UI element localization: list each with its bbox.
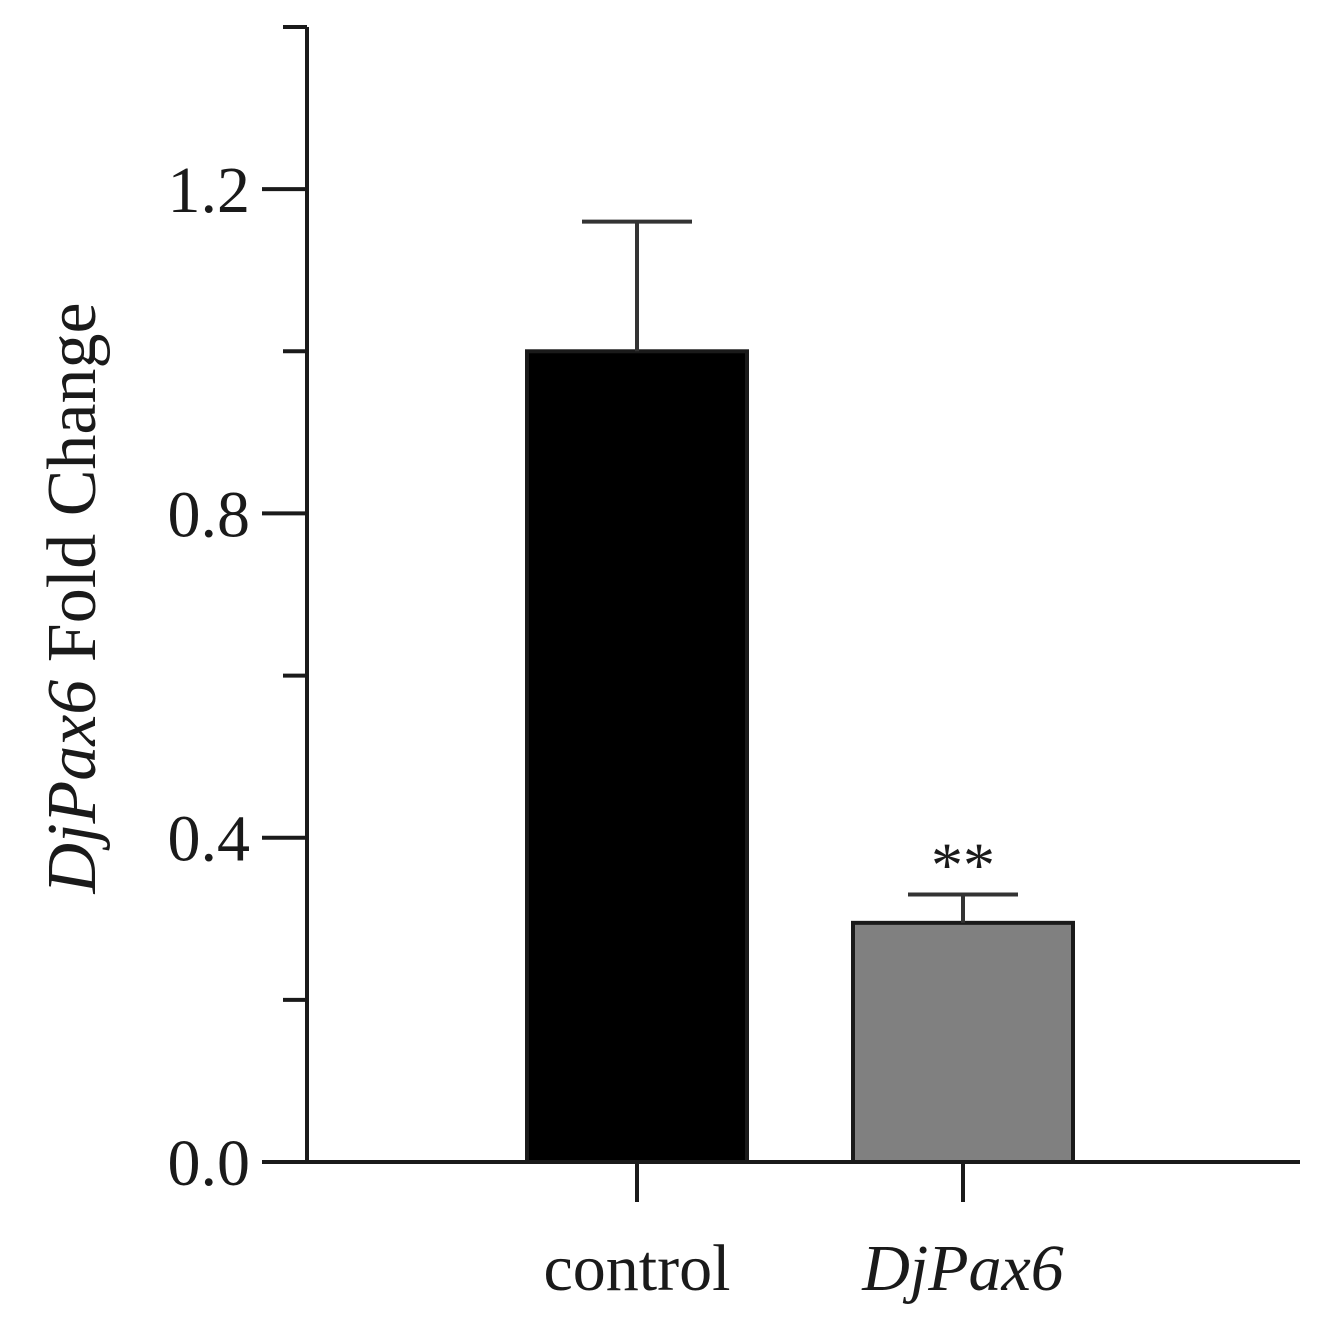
y-tick-label: 1.2: [168, 154, 251, 227]
x-tick-label: DjPax6: [861, 1232, 1064, 1305]
y-axis-title: DjPax6 Fold Change: [34, 302, 111, 894]
bar: [525, 349, 749, 1164]
y-tick-label: 0.0: [168, 1127, 251, 1200]
significance-marker: **: [931, 829, 995, 900]
svg-text:DjPax6 Fold Change: DjPax6 Fold Change: [34, 302, 111, 894]
y-axis-title-rest: Fold Change: [34, 302, 111, 679]
axes: [262, 25, 1300, 1202]
y-tick-label: 0.4: [168, 803, 251, 876]
y-tick-label: 0.8: [168, 478, 251, 551]
bars: [525, 219, 1075, 1165]
x-tick-label: control: [544, 1232, 731, 1305]
labels: 0.0 0.4 0.8 1.2 control DjPax6 **: [168, 154, 1064, 1305]
bar: [851, 920, 1075, 1165]
y-axis-title-italic: DjPax6: [34, 680, 111, 895]
